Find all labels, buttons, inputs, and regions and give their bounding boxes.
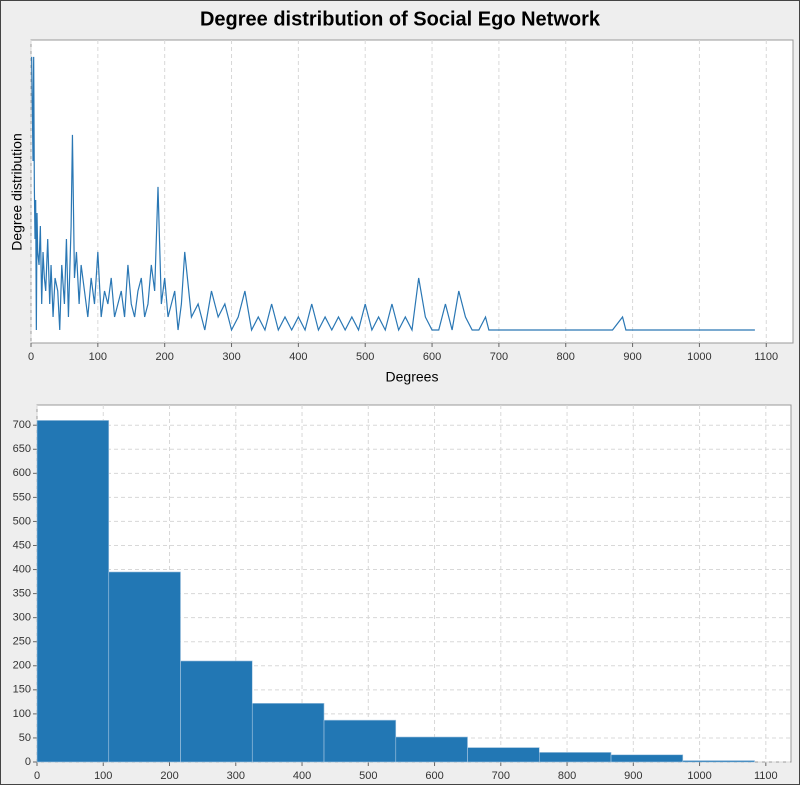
bar	[467, 747, 540, 763]
bar	[610, 754, 684, 763]
y-tick-label: 500	[13, 515, 31, 527]
x-tick-label: 900	[624, 770, 642, 782]
x-tick-label: 200	[160, 770, 178, 782]
y-tick-label: 200	[13, 660, 31, 672]
y-tick-label: 450	[13, 539, 31, 551]
x-tick-label: 0	[28, 351, 34, 363]
x-tick-label: 500	[356, 351, 374, 363]
bar	[251, 703, 325, 763]
chart-title: Degree distribution of Social Ego Networ…	[200, 8, 601, 30]
bar	[323, 719, 397, 763]
x-tick-label: 1100	[754, 770, 778, 782]
bar	[36, 420, 110, 763]
x-axis-label: Degrees	[386, 369, 439, 385]
bar	[682, 760, 755, 763]
y-tick-label: 600	[13, 467, 31, 479]
x-tick-label: 700	[490, 351, 508, 363]
x-tick-label: 300	[222, 351, 240, 363]
x-tick-label: 600	[423, 351, 441, 363]
line	[31, 56, 755, 332]
y-tick-label: 0	[25, 756, 31, 768]
bar	[180, 660, 253, 763]
plot-area	[30, 39, 794, 344]
bar	[108, 571, 181, 763]
x-tick-label: 1100	[754, 351, 778, 363]
y-tick-label: 50	[19, 732, 31, 744]
y-tick-label: 300	[13, 612, 31, 624]
x-tick-label: 200	[156, 351, 174, 363]
x-tick-label: 1000	[687, 351, 711, 363]
x-tick-label: 600	[425, 770, 443, 782]
x-tick-label: 1000	[687, 770, 711, 782]
x-tick-label: 400	[289, 351, 307, 363]
x-tick-label: 800	[557, 351, 575, 363]
y-tick-label: 250	[13, 636, 31, 648]
x-tick-label: 900	[623, 351, 641, 363]
y-tick-label: 150	[13, 684, 31, 696]
bar	[538, 752, 612, 763]
x-tick-label: 400	[293, 770, 311, 782]
x-tick-label: 300	[227, 770, 245, 782]
x-tick-label: 500	[359, 770, 377, 782]
bar	[395, 736, 468, 763]
y-tick-label: 400	[13, 563, 31, 575]
y-tick-label: 700	[13, 419, 31, 431]
x-tick-label: 100	[89, 351, 107, 363]
y-tick-label: 100	[13, 708, 31, 720]
y-tick-label: 650	[13, 443, 31, 455]
x-tick-label: 100	[94, 770, 112, 782]
y-tick-label: 350	[13, 588, 31, 600]
x-tick-label: 700	[492, 770, 510, 782]
x-tick-label: 800	[558, 770, 576, 782]
y-axis-label: Degree distribution	[9, 133, 25, 251]
y-tick-label: 550	[13, 491, 31, 503]
x-tick-label: 0	[34, 770, 40, 782]
